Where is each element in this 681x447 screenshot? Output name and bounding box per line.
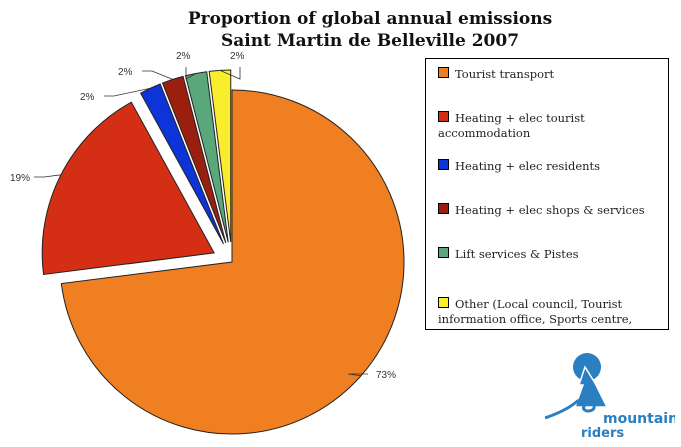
- leader-line: [185, 67, 197, 80]
- data-label: 19%: [10, 173, 30, 184]
- legend-label: Heating + elec shops & services: [455, 203, 645, 217]
- legend-item: Tourist transport: [438, 67, 663, 82]
- svg-text:mountain: mountain: [603, 411, 675, 427]
- leader-line: [104, 87, 151, 97]
- legend-swatch: [438, 159, 449, 170]
- legend-item: Heating + elec residents: [438, 159, 663, 174]
- legend-item: Other (Local council, Tourist informatio…: [438, 297, 663, 327]
- leader-line: [219, 67, 241, 80]
- legend-label: Heating + elec tourist accommodation: [438, 111, 585, 140]
- legend-swatch: [438, 247, 449, 258]
- legend-item: Heating + elec shops & services: [438, 203, 663, 218]
- data-label: 2%: [80, 92, 95, 103]
- pie-slice: [139, 83, 224, 245]
- legend-item: Heating + elec tourist accommodation: [438, 111, 663, 141]
- data-label: 73%: [376, 370, 396, 381]
- legend-label: Lift services & Pistes: [455, 247, 579, 261]
- title-line-2: Saint Martin de Belleville 2007: [220, 31, 520, 51]
- data-label: 2%: [118, 67, 133, 78]
- leader-line: [347, 373, 368, 377]
- legend-item: Lift services & Pistes: [438, 247, 663, 262]
- title-line-1: Proportion of global annual emissions: [187, 9, 553, 29]
- leader-line: [34, 174, 61, 178]
- legend-swatch: [438, 111, 449, 122]
- chart-title: Proportion of global annual emissions Sai…: [180, 8, 560, 52]
- data-label: 2%: [176, 51, 191, 62]
- legend-swatch: [438, 67, 449, 78]
- data-label: 2%: [230, 51, 245, 62]
- svg-text:riders: riders: [581, 426, 624, 441]
- mountain-riders-logo: mountain riders: [545, 353, 675, 441]
- pie-slice: [184, 71, 229, 243]
- legend-label: Tourist transport: [455, 67, 555, 81]
- pie-slice: [208, 69, 232, 243]
- legend-swatch: [438, 203, 449, 214]
- leader-line: [142, 70, 173, 80]
- pie-slice: [41, 101, 215, 276]
- legend-label: Heating + elec residents: [455, 159, 601, 173]
- legend-label: Other (Local council, Tourist informatio…: [438, 297, 633, 326]
- legend: Tourist transport Heating + elec tourist …: [425, 58, 669, 330]
- legend-swatch: [438, 297, 449, 308]
